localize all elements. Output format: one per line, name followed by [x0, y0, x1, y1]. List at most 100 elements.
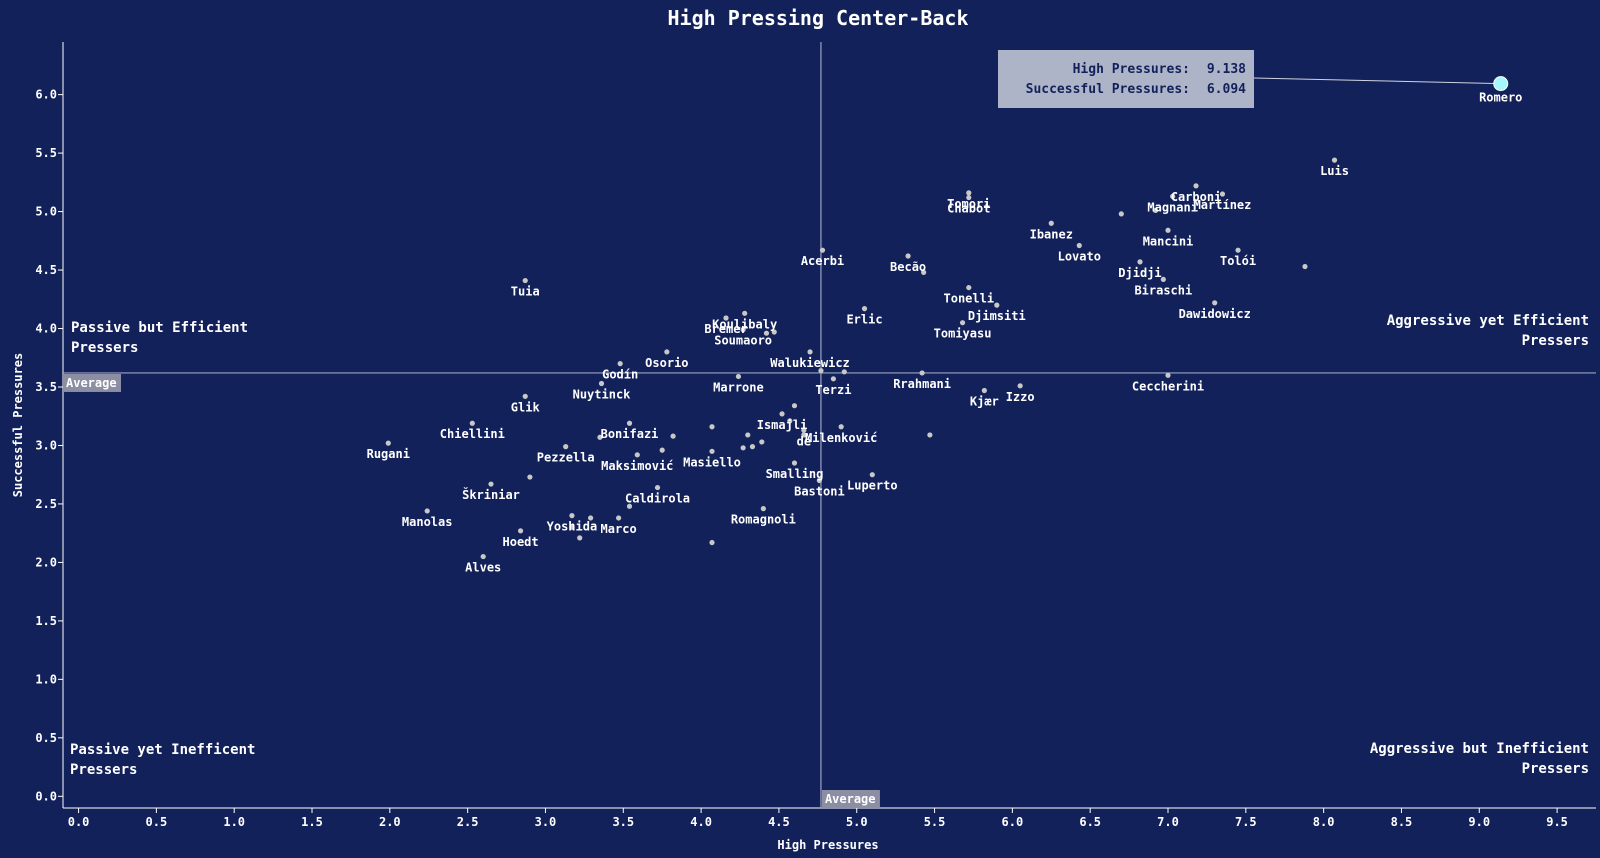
point-label: Caldirola — [625, 492, 690, 506]
average-x-label: Average — [825, 792, 876, 806]
data-point[interactable] — [1118, 211, 1124, 217]
x-ticks: 0.0 0.5 1.0 1.5 2.0 2.5 3.0 3.5 4.0 4.5 5.0 5.5 6.0 6… — [68, 808, 1568, 829]
data-point[interactable] — [709, 424, 715, 430]
tooltip-label-y: Successful Pressures: — [1026, 82, 1190, 97]
data-point[interactable] — [659, 447, 665, 453]
data-point[interactable] — [801, 427, 807, 433]
data-point[interactable] — [1048, 220, 1054, 226]
data-point[interactable] — [654, 484, 661, 491]
data-point[interactable] — [819, 247, 826, 253]
data-point[interactable] — [740, 327, 746, 333]
data-point[interactable] — [664, 349, 670, 355]
x-axis-label: High Pressures — [777, 838, 878, 852]
data-point[interactable] — [480, 553, 486, 560]
data-point[interactable] — [966, 284, 972, 291]
x-tick-label: 3.0 — [535, 815, 557, 829]
data-point[interactable] — [1219, 191, 1226, 197]
point-label: Koulibaly — [712, 317, 777, 331]
data-point[interactable] — [1152, 207, 1159, 214]
x-tick-label: 9.5 — [1546, 815, 1568, 829]
highlight-point[interactable] — [1493, 76, 1509, 92]
tooltip-value-y: 6.094 — [1207, 82, 1246, 97]
data-point[interactable] — [869, 472, 875, 478]
data-point[interactable] — [670, 433, 676, 439]
data-point[interactable] — [723, 315, 729, 321]
x-tick-label: 1.5 — [301, 815, 323, 829]
data-point[interactable] — [760, 506, 766, 512]
data-point[interactable] — [966, 190, 972, 196]
data-point[interactable] — [709, 448, 715, 454]
data-point[interactable] — [1170, 193, 1176, 199]
data-point[interactable] — [841, 369, 847, 375]
data-point[interactable] — [981, 387, 987, 394]
data-point[interactable] — [763, 330, 770, 336]
data-point[interactable] — [1193, 183, 1199, 189]
data-point[interactable] — [779, 411, 785, 417]
data-point[interactable] — [597, 434, 603, 440]
point-label: Martínez — [1194, 198, 1252, 212]
data-point[interactable] — [1165, 372, 1171, 378]
data-point[interactable] — [517, 528, 524, 534]
data-point[interactable] — [919, 370, 925, 376]
data-point[interactable] — [598, 380, 605, 387]
data-point[interactable] — [385, 440, 391, 446]
data-point[interactable] — [1212, 300, 1218, 306]
data-point[interactable] — [522, 393, 528, 399]
data-point[interactable] — [807, 349, 813, 355]
point-label: Bonifazi — [601, 427, 659, 441]
data-point[interactable] — [791, 403, 798, 409]
data-point[interactable] — [617, 361, 623, 367]
data-point[interactable] — [966, 194, 972, 201]
data-point[interactable] — [818, 368, 824, 374]
data-point[interactable] — [709, 539, 715, 546]
data-point[interactable] — [569, 524, 575, 530]
data-point[interactable] — [588, 515, 594, 521]
data-point[interactable] — [626, 420, 633, 426]
data-point[interactable] — [745, 432, 751, 438]
data-point[interactable] — [577, 535, 583, 541]
data-point[interactable] — [749, 444, 756, 450]
axes: 0.0 0.5 1.0 1.5 2.0 2.5 3.0 3.5 4.0 4.5 5.0 5.5 6.0 6… — [35, 42, 1596, 829]
data-point[interactable] — [759, 439, 765, 445]
data-point[interactable] — [424, 508, 430, 514]
data-point[interactable] — [569, 513, 575, 519]
data-point[interactable] — [527, 474, 533, 480]
point-label: Lovato — [1058, 249, 1101, 263]
data-point[interactable] — [905, 253, 911, 259]
data-point[interactable] — [735, 373, 742, 380]
data-point[interactable] — [1160, 276, 1166, 283]
data-point[interactable] — [1137, 259, 1143, 265]
data-point[interactable] — [626, 503, 633, 509]
point-label: Romagnoli — [731, 513, 796, 527]
data-point[interactable] — [921, 269, 927, 275]
data-point[interactable] — [488, 481, 494, 487]
data-point[interactable] — [994, 302, 1000, 308]
data-point[interactable] — [1302, 263, 1308, 270]
point-label: Tomori — [947, 197, 990, 211]
data-point[interactable] — [634, 452, 640, 458]
data-point[interactable] — [787, 418, 793, 424]
data-point[interactable] — [1017, 383, 1023, 389]
data-point[interactable] — [742, 310, 748, 316]
data-point[interactable] — [771, 329, 777, 335]
data-point[interactable] — [522, 277, 528, 284]
data-point[interactable] — [816, 477, 822, 484]
data-point[interactable] — [838, 424, 844, 430]
data-point[interactable] — [1235, 247, 1241, 253]
data-point[interactable] — [563, 444, 569, 450]
data-point[interactable] — [1331, 157, 1338, 163]
data-point[interactable] — [616, 515, 622, 521]
data-point[interactable] — [861, 306, 868, 312]
data-point[interactable] — [830, 376, 836, 382]
data-point[interactable] — [469, 420, 475, 426]
data-point[interactable] — [1076, 242, 1082, 249]
data-point[interactable] — [927, 432, 933, 438]
x-tick-label: 4.0 — [690, 815, 712, 829]
data-point[interactable] — [959, 320, 966, 326]
point-label: Bremer — [704, 322, 747, 336]
data-point[interactable] — [801, 432, 807, 438]
point-label: Maksimović — [601, 459, 673, 473]
data-point[interactable] — [740, 445, 746, 451]
data-point[interactable] — [1165, 227, 1171, 233]
data-point[interactable] — [791, 460, 798, 466]
